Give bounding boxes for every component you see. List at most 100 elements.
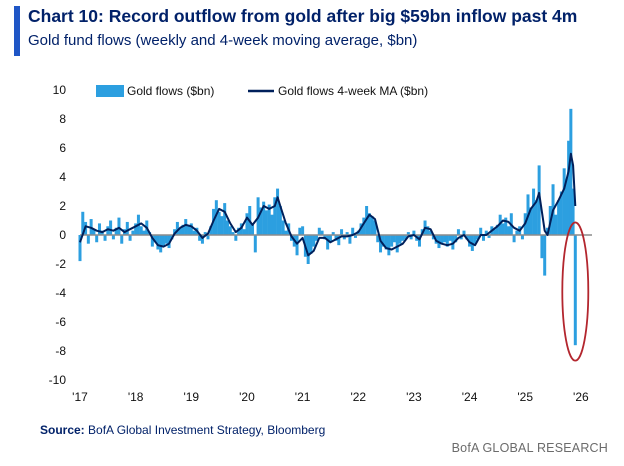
flow-bar xyxy=(334,235,338,241)
flow-bar xyxy=(554,214,558,235)
chart-subtitle: Gold fund flows (weekly and 4-week movin… xyxy=(28,32,418,49)
flow-bar xyxy=(262,201,266,235)
flow-bar xyxy=(150,235,154,247)
flow-bar xyxy=(109,220,113,235)
flow-bar xyxy=(159,235,163,253)
flow-bar xyxy=(543,235,547,276)
chart-title: Chart 10: Record outflow from gold after… xyxy=(28,6,578,26)
flow-bar xyxy=(462,230,466,235)
x-tick-label: '18 xyxy=(128,390,144,404)
flow-bar xyxy=(270,214,274,235)
title-accent-bar xyxy=(14,6,20,56)
flow-bar xyxy=(251,224,255,235)
flow-bar xyxy=(225,220,229,235)
flow-bar xyxy=(106,226,110,235)
flow-bar xyxy=(209,226,213,235)
flow-bar xyxy=(276,188,280,235)
flow-bar xyxy=(203,232,207,235)
flow-bar xyxy=(484,230,488,235)
y-tick-label: -4 xyxy=(55,286,66,300)
flow-bar xyxy=(540,235,544,259)
flow-bar xyxy=(214,200,218,235)
flow-bar xyxy=(493,229,497,235)
x-tick-label: '17 xyxy=(72,390,88,404)
flow-bar xyxy=(278,206,282,235)
flow-bar xyxy=(220,216,224,235)
x-tick-label: '26 xyxy=(573,390,589,404)
flow-bar xyxy=(451,235,455,250)
flow-bar xyxy=(454,235,458,243)
flow-bar xyxy=(164,235,168,244)
flow-bar xyxy=(273,197,277,235)
flow-bar xyxy=(301,226,305,235)
flow-bar xyxy=(264,210,268,235)
flow-bar xyxy=(237,227,241,235)
flow-bar xyxy=(131,230,135,235)
gold-flows-chart: 10 8 6 4 2 0 -2 -4 -6 -8 -10 '17 '18 '19 '20 '21 '22 '23 '… xyxy=(49,83,592,404)
flow-bar xyxy=(387,235,391,256)
flow-bar xyxy=(315,235,319,241)
flow-bar xyxy=(267,204,271,235)
flow-bar xyxy=(443,235,447,243)
flow-bar xyxy=(529,207,533,235)
flow-bar xyxy=(573,235,577,346)
flow-bar xyxy=(370,216,374,235)
flow-bar xyxy=(340,229,344,235)
legend-swatch-bars xyxy=(96,85,124,97)
y-tick-label: -6 xyxy=(55,315,66,329)
x-tick-label: '25 xyxy=(517,390,533,404)
flow-bar xyxy=(134,223,138,235)
flow-bar xyxy=(331,232,335,235)
flow-bar xyxy=(187,226,191,235)
legend-label-ma: Gold flows 4-week MA ($bn) xyxy=(278,84,428,98)
flow-bar xyxy=(495,224,499,235)
flow-bar xyxy=(142,230,146,235)
ma-line xyxy=(79,152,577,257)
flow-bar xyxy=(181,224,185,235)
flow-bar xyxy=(534,200,538,235)
flow-bar xyxy=(128,235,132,241)
y-tick-label: 2 xyxy=(59,199,66,213)
flow-bar xyxy=(189,223,193,235)
flow-bar xyxy=(95,235,99,243)
flow-bar xyxy=(217,211,221,235)
flow-bar xyxy=(173,229,177,235)
flow-bar xyxy=(557,200,561,235)
flow-bar xyxy=(117,217,121,235)
flow-bar xyxy=(406,232,410,235)
flow-bar xyxy=(284,230,288,235)
flow-bar xyxy=(153,235,157,243)
flow-bar xyxy=(565,179,569,235)
x-tick-label: '19 xyxy=(183,390,199,404)
x-tick-label: '23 xyxy=(406,390,422,404)
flow-bar xyxy=(81,211,85,235)
flow-bar xyxy=(139,226,143,235)
flow-bar xyxy=(562,168,566,235)
flow-bar xyxy=(200,235,204,244)
flow-bar xyxy=(120,235,124,244)
flow-bar xyxy=(417,235,421,247)
flow-bar xyxy=(398,235,402,244)
flow-bar xyxy=(571,188,575,235)
flow-bar xyxy=(259,207,263,235)
flow-bar xyxy=(559,191,563,235)
flow-bar xyxy=(348,235,352,244)
flow-bar xyxy=(501,223,505,235)
flow-bar xyxy=(245,213,249,235)
flow-bar xyxy=(392,235,396,243)
flow-bar xyxy=(306,235,310,264)
flow-bar xyxy=(223,203,227,235)
flow-bar xyxy=(476,235,480,240)
flow-bar xyxy=(409,235,413,240)
flow-bar xyxy=(309,235,313,254)
source-label: Source: xyxy=(40,423,85,437)
flow-bar xyxy=(234,235,238,241)
flow-bar xyxy=(281,220,285,235)
flow-bar xyxy=(78,235,82,262)
flow-bar xyxy=(481,235,485,241)
flow-bar xyxy=(515,230,519,235)
source-text: BofA Global Investment Strategy, Bloombe… xyxy=(84,423,326,437)
flow-bar xyxy=(167,235,171,249)
flow-bar xyxy=(448,235,452,241)
flow-bar xyxy=(239,223,243,235)
